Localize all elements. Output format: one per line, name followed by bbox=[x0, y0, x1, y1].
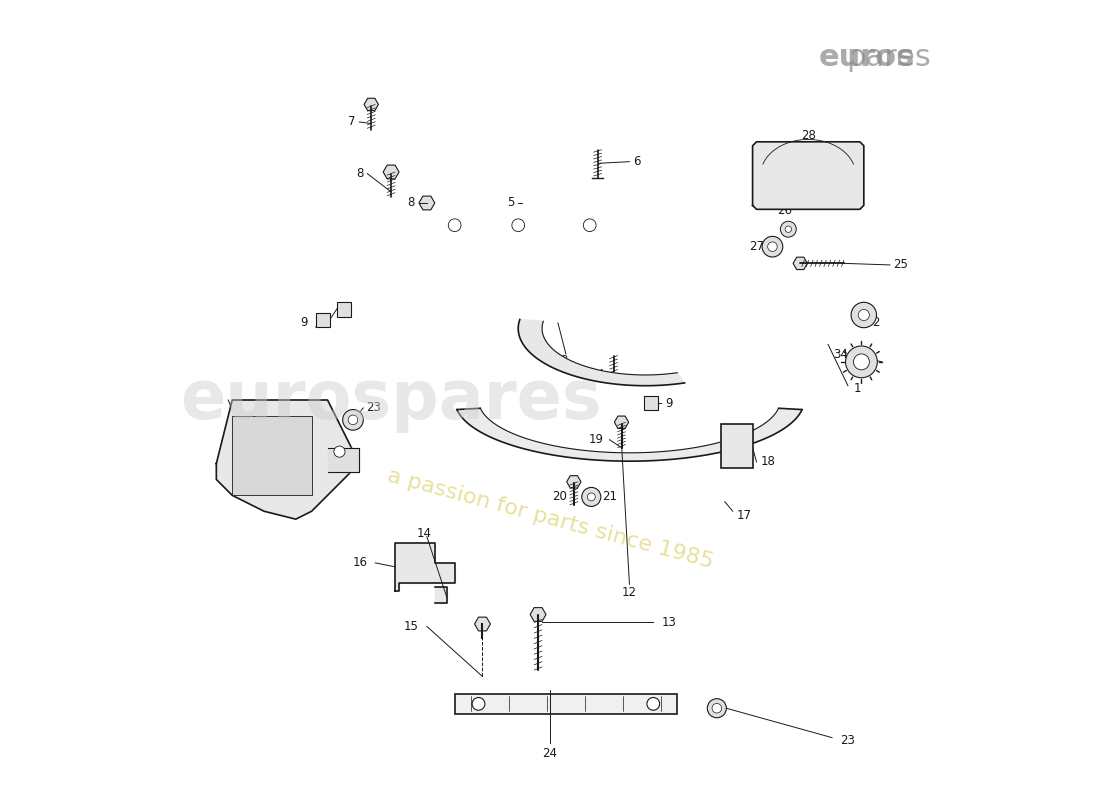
Circle shape bbox=[582, 487, 601, 506]
Circle shape bbox=[707, 698, 726, 718]
Polygon shape bbox=[434, 586, 447, 602]
Circle shape bbox=[768, 242, 778, 251]
Polygon shape bbox=[364, 98, 378, 110]
Text: pares: pares bbox=[847, 42, 932, 71]
Text: 9: 9 bbox=[300, 316, 308, 329]
Text: 14: 14 bbox=[417, 527, 432, 540]
Text: 26: 26 bbox=[777, 204, 792, 218]
Circle shape bbox=[785, 226, 792, 232]
Text: 20: 20 bbox=[552, 490, 568, 503]
Text: 23: 23 bbox=[840, 734, 855, 746]
Text: a passion for parts since 1985: a passion for parts since 1985 bbox=[385, 466, 715, 573]
Text: 8: 8 bbox=[408, 197, 415, 210]
FancyBboxPatch shape bbox=[337, 302, 351, 317]
Text: 8: 8 bbox=[356, 167, 363, 180]
Text: 6: 6 bbox=[634, 155, 641, 168]
Polygon shape bbox=[614, 416, 629, 429]
Circle shape bbox=[512, 219, 525, 231]
Circle shape bbox=[846, 346, 878, 378]
Text: 34: 34 bbox=[833, 348, 848, 362]
Polygon shape bbox=[395, 543, 454, 590]
Text: 19: 19 bbox=[588, 434, 604, 446]
Text: 9: 9 bbox=[666, 397, 673, 410]
Circle shape bbox=[647, 698, 660, 710]
Circle shape bbox=[587, 493, 595, 501]
Text: 2: 2 bbox=[872, 316, 879, 329]
Text: 13: 13 bbox=[661, 616, 676, 629]
FancyBboxPatch shape bbox=[644, 396, 658, 410]
FancyBboxPatch shape bbox=[720, 424, 752, 467]
Text: 16: 16 bbox=[352, 556, 367, 570]
Text: 27: 27 bbox=[749, 240, 764, 253]
Polygon shape bbox=[419, 196, 435, 210]
Polygon shape bbox=[566, 476, 581, 488]
Circle shape bbox=[854, 354, 869, 370]
Text: 24: 24 bbox=[542, 747, 558, 760]
Text: euros: euros bbox=[820, 42, 915, 71]
Text: 1: 1 bbox=[854, 382, 861, 394]
Text: 5: 5 bbox=[507, 197, 515, 210]
Polygon shape bbox=[328, 448, 360, 471]
Circle shape bbox=[762, 236, 783, 257]
Text: 22: 22 bbox=[249, 481, 264, 494]
Text: 9: 9 bbox=[318, 318, 326, 330]
Text: 21: 21 bbox=[602, 490, 617, 503]
Circle shape bbox=[408, 561, 421, 573]
Polygon shape bbox=[217, 400, 360, 519]
Text: 15: 15 bbox=[404, 620, 419, 633]
Text: 3: 3 bbox=[561, 354, 568, 367]
Polygon shape bbox=[530, 608, 546, 622]
Polygon shape bbox=[456, 408, 802, 461]
Circle shape bbox=[349, 415, 358, 425]
Text: 12: 12 bbox=[621, 586, 637, 598]
Text: 23: 23 bbox=[365, 402, 381, 414]
Text: eurospares: eurospares bbox=[180, 367, 602, 433]
Text: 4: 4 bbox=[596, 368, 604, 381]
FancyBboxPatch shape bbox=[454, 694, 678, 714]
Circle shape bbox=[583, 219, 596, 231]
Text: 25: 25 bbox=[893, 258, 909, 271]
Circle shape bbox=[472, 698, 485, 710]
Polygon shape bbox=[383, 165, 399, 179]
Polygon shape bbox=[793, 257, 807, 270]
Circle shape bbox=[334, 446, 345, 457]
Circle shape bbox=[851, 302, 877, 328]
FancyBboxPatch shape bbox=[316, 313, 330, 327]
Circle shape bbox=[343, 410, 363, 430]
Circle shape bbox=[858, 310, 869, 321]
Polygon shape bbox=[752, 142, 864, 210]
Polygon shape bbox=[474, 617, 491, 631]
Circle shape bbox=[780, 222, 796, 237]
Text: 28: 28 bbox=[801, 129, 815, 142]
Text: 7: 7 bbox=[348, 115, 355, 129]
Polygon shape bbox=[518, 319, 684, 386]
Circle shape bbox=[449, 219, 461, 231]
Text: 17: 17 bbox=[737, 509, 751, 522]
Circle shape bbox=[712, 703, 722, 713]
FancyBboxPatch shape bbox=[232, 416, 311, 495]
Text: 18: 18 bbox=[760, 455, 775, 469]
